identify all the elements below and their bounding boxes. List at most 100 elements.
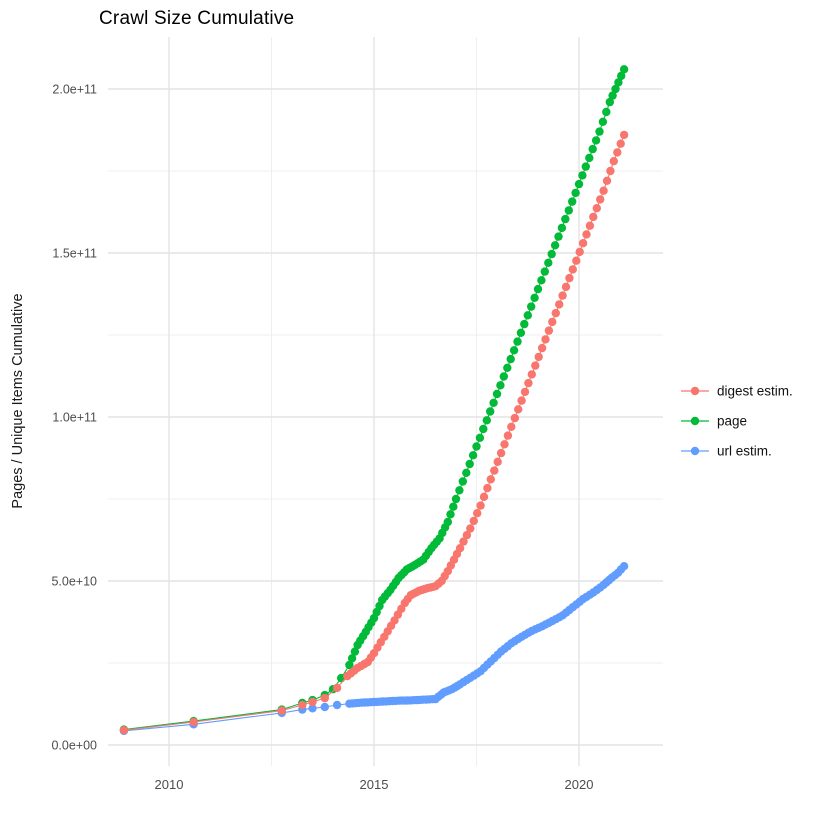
data-point bbox=[606, 166, 615, 176]
data-point bbox=[544, 258, 553, 267]
data-point bbox=[555, 300, 564, 309]
y-axis-title: Pages / Unique Items Cumulative bbox=[10, 293, 26, 508]
y-axis-tick-labels: 0.0e+00 5.0e+10 1.0e+11 1.5e+11 2.0e+11 bbox=[51, 83, 97, 753]
data-point bbox=[350, 647, 360, 656]
data-point bbox=[572, 256, 581, 265]
data-point bbox=[523, 311, 532, 320]
data-point bbox=[609, 157, 618, 166]
data-point bbox=[595, 127, 604, 136]
data-point bbox=[506, 354, 515, 364]
data-point bbox=[527, 302, 536, 311]
data-point bbox=[277, 706, 286, 715]
data-point bbox=[578, 171, 587, 180]
data-point bbox=[465, 459, 474, 469]
data-point bbox=[455, 544, 465, 553]
legend-item-page: page bbox=[681, 414, 747, 429]
data-point bbox=[500, 440, 509, 449]
data-point bbox=[547, 249, 556, 259]
legend-item-digest-estim-: digest estim. bbox=[681, 384, 793, 399]
data-point bbox=[308, 704, 317, 713]
data-point bbox=[496, 448, 506, 458]
data-point bbox=[462, 468, 471, 477]
data-point bbox=[608, 91, 617, 100]
data-point bbox=[611, 84, 620, 94]
data-point bbox=[531, 361, 540, 370]
data-point bbox=[527, 370, 536, 379]
legend: digest estim. page url estim. bbox=[681, 384, 793, 459]
data-point bbox=[489, 398, 498, 407]
data-point bbox=[548, 317, 557, 327]
data-point bbox=[320, 693, 329, 703]
gridlines-minor bbox=[108, 37, 663, 766]
data-point bbox=[459, 537, 468, 546]
data-point bbox=[479, 492, 489, 501]
legend-label: page bbox=[717, 414, 747, 429]
data-point bbox=[475, 433, 485, 442]
series-digest-estim- bbox=[119, 130, 629, 735]
data-point bbox=[605, 97, 614, 107]
data-point bbox=[564, 206, 573, 215]
data-point bbox=[486, 407, 495, 416]
data-point bbox=[602, 176, 612, 185]
data-point bbox=[557, 223, 567, 233]
data-point bbox=[308, 697, 317, 707]
data-point bbox=[581, 162, 590, 171]
data-point bbox=[517, 396, 526, 405]
data-point bbox=[473, 509, 482, 518]
chart-title: Crawl Size Cumulative bbox=[99, 8, 295, 29]
data-point bbox=[614, 78, 623, 87]
gridlines-major bbox=[108, 37, 663, 766]
data-point bbox=[619, 130, 629, 140]
x-tick-label: 2020 bbox=[565, 777, 594, 792]
data-point bbox=[530, 293, 539, 302]
data-point bbox=[469, 516, 478, 526]
data-point bbox=[345, 660, 354, 670]
data-point bbox=[585, 221, 595, 230]
y-tick-label: 1.0e+11 bbox=[52, 411, 97, 425]
data-point bbox=[513, 337, 522, 346]
data-point bbox=[571, 188, 580, 198]
data-point bbox=[520, 319, 529, 329]
data-point bbox=[466, 524, 475, 533]
data-point bbox=[592, 204, 601, 213]
data-point bbox=[540, 267, 549, 276]
data-point bbox=[588, 144, 597, 154]
data-point bbox=[574, 179, 584, 189]
data-point bbox=[476, 501, 485, 510]
data-point bbox=[298, 700, 307, 710]
data-point bbox=[458, 477, 467, 486]
data-point bbox=[534, 352, 543, 362]
data-point bbox=[575, 247, 584, 257]
data-point bbox=[490, 466, 499, 475]
data-point bbox=[568, 265, 577, 274]
data-point bbox=[493, 457, 502, 466]
data-point bbox=[578, 239, 588, 248]
data-point bbox=[596, 195, 605, 204]
data-point bbox=[332, 700, 342, 710]
data-point bbox=[565, 273, 574, 283]
data-point bbox=[449, 502, 458, 511]
data-point bbox=[551, 308, 560, 318]
data-point bbox=[468, 451, 478, 460]
data-point bbox=[616, 139, 625, 148]
data-point bbox=[602, 107, 611, 117]
data-point bbox=[514, 405, 523, 414]
data-point bbox=[443, 517, 452, 527]
data-point bbox=[492, 389, 502, 399]
x-axis-tick-labels: 2010 2015 2020 bbox=[155, 777, 594, 792]
data-point bbox=[524, 378, 533, 388]
y-tick-label: 1.5e+11 bbox=[52, 247, 97, 261]
data-point bbox=[537, 343, 547, 353]
data-point bbox=[332, 683, 342, 693]
data-point bbox=[613, 148, 622, 157]
data-point bbox=[589, 212, 598, 222]
data-point bbox=[507, 422, 516, 431]
data-point bbox=[320, 702, 329, 712]
data-point bbox=[482, 416, 491, 425]
data-point bbox=[451, 494, 461, 504]
data-point bbox=[503, 363, 512, 372]
data-point bbox=[619, 562, 629, 571]
data-point bbox=[537, 276, 546, 285]
data-point bbox=[510, 413, 519, 423]
